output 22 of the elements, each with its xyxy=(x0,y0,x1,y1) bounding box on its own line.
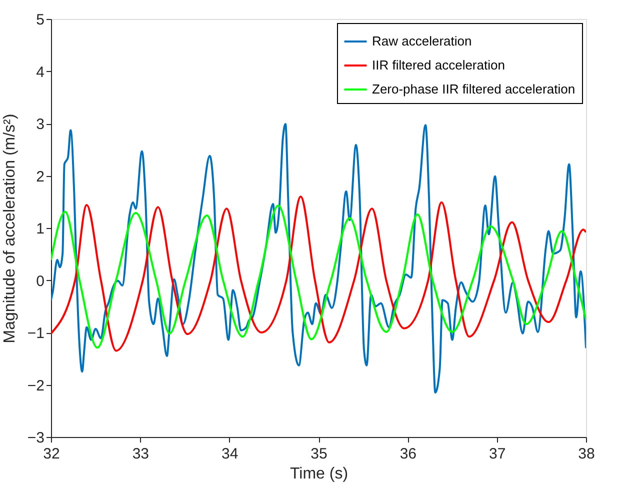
x-tick-label: 34 xyxy=(221,446,238,462)
x-tick-label: 35 xyxy=(310,446,328,462)
legend-label: Raw acceleration xyxy=(372,34,472,48)
y-tick-label: −3 xyxy=(27,430,44,446)
x-tick-label: 32 xyxy=(43,446,60,462)
y-tick-label: 4 xyxy=(36,64,44,81)
y-tick-label: −2 xyxy=(27,377,44,394)
y-tick-label: 5 xyxy=(36,12,44,28)
x-tick-label: 38 xyxy=(578,446,595,462)
x-tick-label: 33 xyxy=(132,446,150,462)
x-tick-label: 36 xyxy=(400,446,417,462)
y-tick-label: 3 xyxy=(36,116,44,133)
y-tick-label: 0 xyxy=(36,272,44,290)
x-tick-label: 37 xyxy=(488,446,506,462)
line-series xyxy=(51,123,586,394)
y-tick-label: 2 xyxy=(36,168,44,186)
y-axis-title: Magnitude of acceleration (m/s²) xyxy=(1,114,18,344)
y-tick-label: −1 xyxy=(27,325,44,342)
legend-label: Zero-phase IIR filtered acceleration xyxy=(372,82,576,96)
y-tick-label: 1 xyxy=(36,220,44,238)
x-axis-title: Time (s) xyxy=(290,466,348,482)
legend-label: IIR filtered acceleration xyxy=(372,58,505,72)
